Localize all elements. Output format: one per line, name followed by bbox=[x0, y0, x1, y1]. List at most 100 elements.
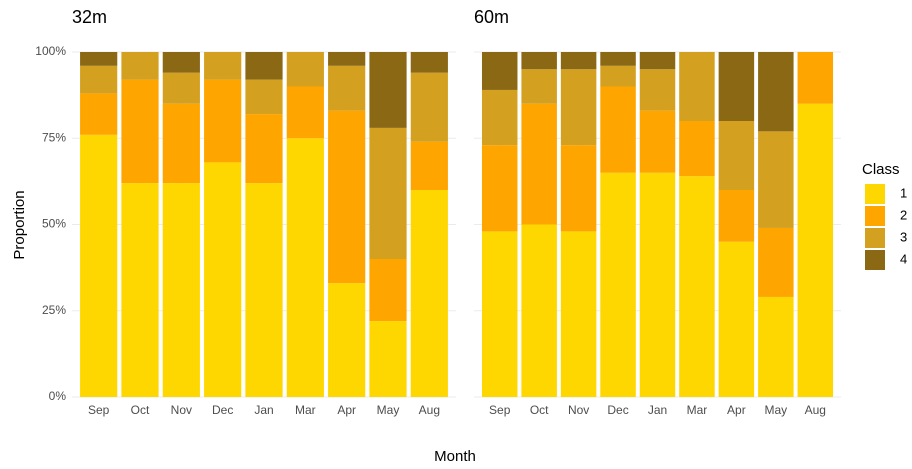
bar-segment bbox=[410, 72, 448, 142]
bar-segment bbox=[521, 224, 557, 397]
bar-segment bbox=[679, 121, 715, 177]
legend-key bbox=[865, 228, 885, 248]
bar-segment bbox=[410, 141, 448, 190]
bar-segment bbox=[639, 110, 676, 173]
x-tick-label: Aug bbox=[419, 403, 440, 417]
bar-segment bbox=[80, 93, 118, 135]
bar-segment bbox=[204, 162, 242, 397]
bar-segment bbox=[286, 138, 324, 397]
x-tick-label: Mar bbox=[687, 403, 708, 417]
y-tick-label: 25% bbox=[42, 303, 66, 317]
bar-segment bbox=[481, 52, 518, 90]
bar-segment bbox=[80, 52, 118, 66]
bar-segment bbox=[328, 283, 366, 397]
bar-segment bbox=[560, 145, 597, 232]
bar-segment bbox=[245, 79, 283, 115]
bar-segment bbox=[162, 72, 200, 104]
bar-segment bbox=[286, 86, 324, 139]
bar-segment bbox=[328, 110, 366, 284]
bar-segment bbox=[481, 231, 518, 397]
bar-segment bbox=[369, 259, 407, 322]
bar-segment bbox=[328, 52, 366, 66]
x-tick-label: Apr bbox=[337, 403, 356, 417]
bar-segment bbox=[600, 65, 636, 87]
bar-segment bbox=[410, 190, 448, 397]
bar-segment bbox=[80, 134, 118, 398]
bar-segment bbox=[162, 52, 200, 73]
bar-segment bbox=[679, 176, 715, 397]
x-tick-label: Dec bbox=[607, 403, 628, 417]
bar-segment bbox=[797, 52, 834, 104]
bar-segment bbox=[560, 231, 597, 397]
y-tick-label: 75% bbox=[42, 130, 66, 144]
bar-segment bbox=[121, 79, 159, 184]
x-axis-title: Month bbox=[434, 448, 476, 465]
y-axis-title: Proportion bbox=[11, 190, 28, 259]
legend-label: 1 bbox=[900, 185, 907, 200]
bar-segment bbox=[121, 183, 159, 397]
bar-segment bbox=[481, 89, 518, 146]
bar-segment bbox=[162, 183, 200, 397]
bar-segment bbox=[639, 172, 676, 397]
panel-title: 32m bbox=[72, 7, 107, 27]
legend-label: 2 bbox=[900, 207, 907, 222]
bar-segment bbox=[410, 52, 448, 73]
bar-segment bbox=[600, 52, 636, 66]
x-tick-label: Dec bbox=[212, 403, 233, 417]
x-tick-label: May bbox=[377, 403, 400, 417]
x-tick-label: May bbox=[764, 403, 787, 417]
bar-segment bbox=[481, 145, 518, 232]
bar-segment bbox=[639, 69, 676, 111]
x-tick-label: Sep bbox=[489, 403, 511, 417]
legend-label: 4 bbox=[900, 251, 907, 266]
bar-segment bbox=[718, 190, 755, 242]
bar-segment bbox=[560, 52, 597, 70]
legend-label: 3 bbox=[900, 229, 907, 244]
x-tick-label: Apr bbox=[727, 403, 746, 417]
bar-segment bbox=[718, 121, 755, 190]
bar-segment bbox=[758, 52, 794, 132]
bar-segment bbox=[204, 52, 242, 80]
bar-segment bbox=[369, 52, 407, 128]
bar-segment bbox=[121, 52, 159, 80]
legend-key bbox=[865, 184, 885, 204]
y-tick-label: 100% bbox=[35, 44, 66, 58]
bar-segment bbox=[521, 103, 557, 225]
x-tick-label: Mar bbox=[295, 403, 316, 417]
x-tick-label: Nov bbox=[568, 403, 589, 417]
bar-segment bbox=[521, 69, 557, 104]
bar-segment bbox=[600, 86, 636, 173]
panel-title: 60m bbox=[474, 7, 509, 27]
bar-segment bbox=[521, 52, 557, 70]
legend-title: Class bbox=[862, 161, 900, 178]
bar-segment bbox=[797, 103, 834, 397]
x-tick-label: Aug bbox=[805, 403, 826, 417]
x-tick-label: Oct bbox=[530, 403, 549, 417]
bar-segment bbox=[204, 79, 242, 163]
bar-segment bbox=[286, 52, 324, 87]
y-tick-label: 0% bbox=[49, 389, 67, 403]
x-tick-label: Jan bbox=[648, 403, 667, 417]
bar-segment bbox=[162, 103, 200, 184]
bar-segment bbox=[560, 69, 597, 146]
bar-segment bbox=[600, 172, 636, 397]
bar-segment bbox=[679, 52, 715, 121]
x-tick-label: Oct bbox=[131, 403, 150, 417]
x-tick-label: Nov bbox=[171, 403, 192, 417]
y-tick-label: 50% bbox=[42, 217, 66, 231]
x-tick-label: Jan bbox=[254, 403, 273, 417]
bar-segment bbox=[369, 321, 407, 397]
legend-key bbox=[865, 250, 885, 270]
bar-segment bbox=[758, 296, 794, 397]
bar-segment bbox=[718, 52, 755, 121]
bar-segment bbox=[80, 65, 118, 94]
x-tick-label: Sep bbox=[88, 403, 110, 417]
bar-segment bbox=[718, 241, 755, 397]
bar-segment bbox=[639, 52, 676, 70]
bar-segment bbox=[369, 127, 407, 260]
bar-segment bbox=[245, 114, 283, 184]
bar-segment bbox=[245, 183, 283, 397]
bar-segment bbox=[245, 52, 283, 80]
bar-segment bbox=[328, 65, 366, 111]
